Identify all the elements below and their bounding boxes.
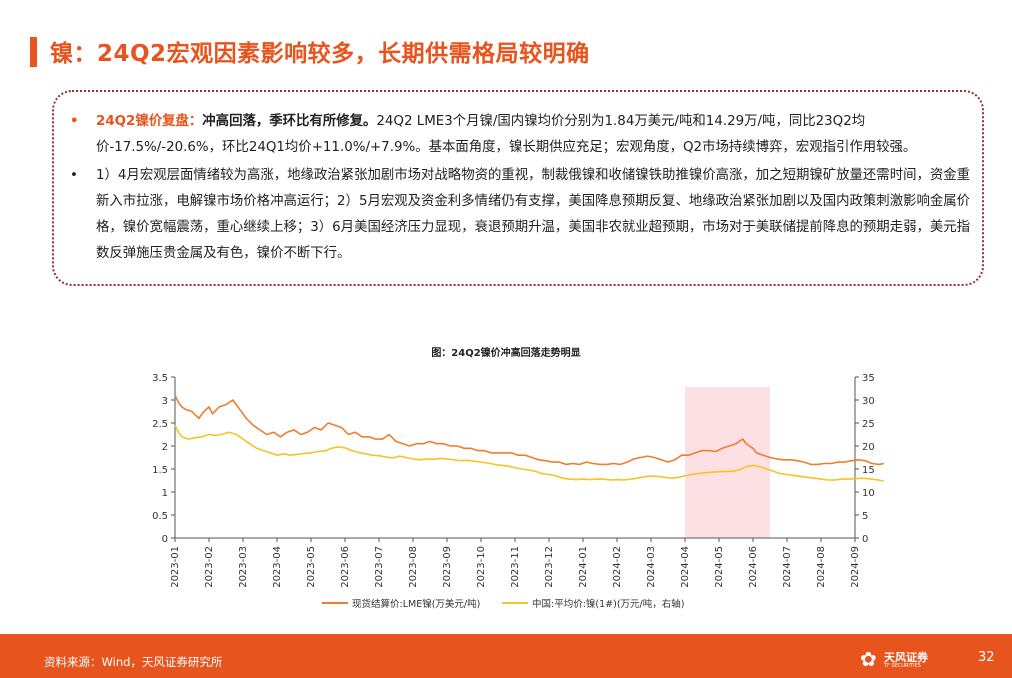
x-tick-label: 2023-12	[544, 546, 555, 588]
page-number: 32	[978, 650, 995, 665]
x-tick-label: 2023-08	[408, 546, 419, 588]
y-right-tick-label: 20	[862, 442, 875, 453]
x-tick-label: 2023-06	[340, 546, 351, 588]
y-left-tick-label: 1	[162, 488, 168, 499]
y-left-tick-label: 1.5	[152, 465, 168, 476]
chart-title: 图：24Q2镍价冲高回落走势明显	[431, 348, 581, 359]
summary-box	[52, 90, 984, 286]
page-title: 镍：24Q2宏观因素影响较多，长期供需格局较明确	[50, 41, 590, 67]
x-tick-label: 2023-02	[204, 546, 215, 588]
y-left-tick-label: 3	[162, 396, 168, 407]
x-tick-label: 2023-05	[306, 546, 317, 588]
x-tick-label: 2024-02	[612, 546, 623, 588]
source-note: 资料来源：Wind，天风证券研究所	[44, 655, 223, 669]
y-right-tick-label: 35	[862, 373, 875, 384]
y-right-tick-label: 5	[862, 511, 868, 522]
x-tick-label: 2023-03	[238, 546, 249, 588]
highlight-band	[685, 387, 770, 538]
x-tick-label: 2023-09	[442, 546, 453, 588]
x-tick-label: 2023-10	[476, 546, 487, 588]
y-left-tick-label: 2.5	[152, 419, 168, 430]
y-right-tick-label: 10	[862, 488, 875, 499]
logo-name: 天风证券	[884, 651, 928, 664]
series-line-2	[174, 424, 885, 482]
x-tick-label: 2024-05	[714, 546, 725, 588]
y-right-tick-label: 0	[862, 534, 868, 545]
x-tick-label: 2024-09	[850, 546, 861, 588]
x-tick-label: 2024-03	[646, 546, 657, 588]
legend-label-1: 现货结算价:LME镍(万美元/吨)	[352, 598, 480, 610]
y-right-tick-label: 15	[862, 465, 875, 476]
y-left-tick-label: 2	[162, 442, 168, 453]
bullet-label: 24Q2镍价复盘：	[96, 114, 203, 129]
bullet-dot: •	[70, 168, 78, 183]
x-tick-label: 2024-04	[680, 546, 691, 588]
y-left-tick-label: 0	[162, 534, 168, 545]
y-left-tick-label: 0.5	[152, 511, 168, 522]
x-tick-label: 2024-01	[578, 546, 589, 588]
bullet-headline: 冲高回落，季环比有所修复。	[202, 114, 377, 129]
y-left-tick-label: 3.5	[152, 373, 168, 384]
footer-bar	[0, 634, 1012, 678]
x-tick-label: 2024-07	[782, 546, 793, 588]
x-tick-label: 2023-07	[374, 546, 385, 588]
nickel-price-chart: 0 0.5 1 1.5 2 2.5 3 3.5 0 5 10 15 20 25 30 35 2023-01 202…	[152, 373, 885, 610]
company-logo: ✿ 天风证券 TF SECURITIES	[860, 645, 940, 673]
y-right-tick-label: 25	[862, 419, 875, 430]
flower-logo-icon: ✿	[860, 647, 877, 671]
y-right-tick-label: 30	[862, 396, 875, 407]
x-tick-label: 2024-06	[748, 546, 759, 588]
x-tick-label: 2023-01	[170, 546, 181, 588]
x-tick-label: 2024-08	[816, 546, 827, 588]
legend-label-2: 中国:平均价:镍(1#)(万元/吨，右轴)	[532, 598, 684, 610]
bullet-dot: •	[70, 114, 79, 129]
bullet-body: 24Q2 LME3个月镍/国内镍均价分别为1.84万美元/吨和14.29万/吨，…	[96, 114, 917, 155]
bullet-body: 1）4月宏观层面情绪较为高涨，地缘政治紧张加剧市场对战略物资的重视，制裁俄镍和收…	[96, 168, 971, 261]
x-tick-label: 2023-11	[510, 546, 521, 588]
series-line-1	[174, 395, 885, 466]
logo-subtitle: TF SECURITIES	[884, 663, 921, 669]
x-tick-label: 2023-04	[272, 546, 283, 588]
title-accent-bar	[30, 37, 37, 67]
